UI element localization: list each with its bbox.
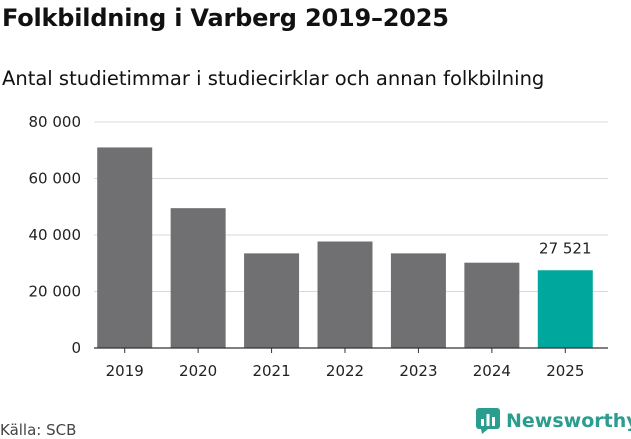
x-tick-label: 2021 (252, 362, 290, 380)
bar-2021 (244, 253, 300, 348)
bar-2023 (390, 253, 446, 348)
data-label: 27 521 (539, 239, 592, 257)
x-tick-label: 2020 (179, 362, 217, 380)
chart-title: Folkbildning i Varberg 2019–2025 (2, 4, 449, 32)
bar-2024 (464, 262, 520, 348)
y-tick-label: 20 000 (29, 283, 82, 301)
brand-name: Newsworthy (506, 410, 631, 432)
x-tick-label: 2024 (473, 362, 511, 380)
bar-2022 (317, 241, 373, 348)
x-tick-label: 2025 (546, 362, 584, 380)
newsworthy-brand[interactable]: Newsworthy (476, 408, 631, 434)
y-tick-label: 60 000 (29, 170, 82, 188)
x-tick-label: 2022 (326, 362, 364, 380)
source-note: Källa: SCB (0, 421, 77, 439)
bar-2025 (537, 270, 593, 348)
y-tick-label: 0 (71, 339, 81, 357)
y-tick-label: 80 000 (29, 113, 82, 131)
newsworthy-logo-icon (476, 408, 500, 434)
y-tick-label: 40 000 (29, 226, 82, 244)
bar-2020 (170, 208, 226, 348)
chart-subtitle: Antal studietimmar i studiecirklar och a… (2, 67, 545, 90)
x-tick-label: 2019 (106, 362, 144, 380)
bar-2019 (97, 147, 153, 348)
x-tick-label: 2023 (399, 362, 437, 380)
